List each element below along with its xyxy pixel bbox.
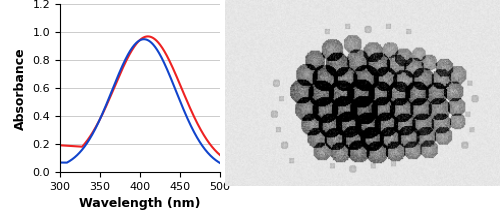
- X-axis label: Wavelength (nm): Wavelength (nm): [79, 197, 201, 210]
- Text: 50 nm: 50 nm: [434, 192, 465, 202]
- Y-axis label: Absorbance: Absorbance: [14, 47, 27, 130]
